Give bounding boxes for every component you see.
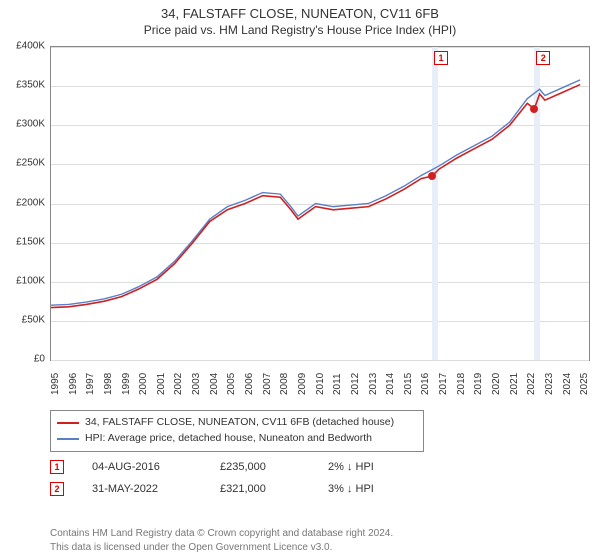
x-axis-label: 2019 [473,373,484,395]
x-axis-label: 1997 [85,373,96,395]
sale-marker-dot [530,105,538,113]
x-axis-label: 2007 [262,373,273,395]
sale-date: 04-AUG-2016 [92,461,192,473]
y-axis-label: £0 [34,354,45,365]
x-axis-label: 2003 [191,373,202,395]
x-axis-label: 2014 [385,373,396,395]
y-axis-label: £400K [16,41,45,52]
legend-label: HPI: Average price, detached house, Nune… [85,431,372,447]
x-axis-label: 2010 [315,373,326,395]
footer-attribution: Contains HM Land Registry data © Crown c… [50,527,393,554]
price-chart: 12 £0£50K£100K£150K£200K£250K£300K£350K£… [0,46,600,406]
x-axis-label: 2012 [350,373,361,395]
sale-hpi-diff: 2% ↓ HPI [328,461,408,473]
x-axis-label: 1995 [50,373,61,395]
footer-line: This data is licensed under the Open Gov… [50,541,393,555]
sale-price: £321,000 [220,483,300,495]
x-axis-label: 2011 [332,373,343,395]
x-axis-label: 2022 [526,373,537,395]
legend-item: HPI: Average price, detached house, Nune… [57,431,417,447]
x-axis-label: 2000 [138,373,149,395]
x-axis-label: 2006 [244,373,255,395]
x-axis-label: 2002 [173,373,184,395]
sale-number-badge: 1 [50,460,64,474]
sale-row: 2 31-MAY-2022 £321,000 3% ↓ HPI [50,478,590,500]
sale-marker-dot [428,172,436,180]
y-axis-label: £250K [16,158,45,169]
x-axis-label: 2001 [156,373,167,395]
sale-marker-box: 2 [536,51,550,65]
x-axis-label: 2021 [509,373,520,395]
footer-line: Contains HM Land Registry data © Crown c… [50,527,393,541]
sale-row: 1 04-AUG-2016 £235,000 2% ↓ HPI [50,456,590,478]
sale-hpi-diff: 3% ↓ HPI [328,483,408,495]
sales-table: 1 04-AUG-2016 £235,000 2% ↓ HPI 2 31-MAY-2022… [50,456,590,500]
sale-date: 31-MAY-2022 [92,483,192,495]
y-axis-label: £150K [16,236,45,247]
x-axis-label: 2013 [368,373,379,395]
y-axis-label: £350K [16,80,45,91]
sale-price: £235,000 [220,461,300,473]
x-axis-label: 2015 [403,373,414,395]
x-axis-label: 2005 [226,373,237,395]
x-axis-label: 2004 [209,373,220,395]
x-axis-label: 2025 [579,373,590,395]
series-property [51,85,580,308]
x-axis-label: 2023 [544,373,555,395]
y-axis-label: £300K [16,119,45,130]
series-hpi [51,80,580,305]
y-axis-label: £50K [22,314,45,325]
sale-number-badge: 2 [50,482,64,496]
chart-legend: 34, FALSTAFF CLOSE, NUNEATON, CV11 6FB (… [50,410,424,452]
x-axis-label: 2008 [279,373,290,395]
x-axis-label: 2016 [420,373,431,395]
sale-marker-box: 1 [434,51,448,65]
y-axis-label: £200K [16,197,45,208]
x-axis-label: 2024 [562,373,573,395]
x-axis-label: 1996 [68,373,79,395]
x-axis-label: 2020 [491,373,502,395]
y-axis-label: £100K [16,275,45,286]
legend-swatch [57,438,79,440]
legend-item: 34, FALSTAFF CLOSE, NUNEATON, CV11 6FB (… [57,415,417,431]
x-axis-label: 1999 [121,373,132,395]
page-subtitle: Price paid vs. HM Land Registry's House … [0,21,600,41]
x-axis-label: 1998 [103,373,114,395]
x-axis-label: 2009 [297,373,308,395]
legend-label: 34, FALSTAFF CLOSE, NUNEATON, CV11 6FB (… [85,415,394,431]
x-axis-label: 2018 [456,373,467,395]
page-title: 34, FALSTAFF CLOSE, NUNEATON, CV11 6FB [0,0,600,21]
legend-swatch [57,422,79,424]
x-axis-label: 2017 [438,373,449,395]
